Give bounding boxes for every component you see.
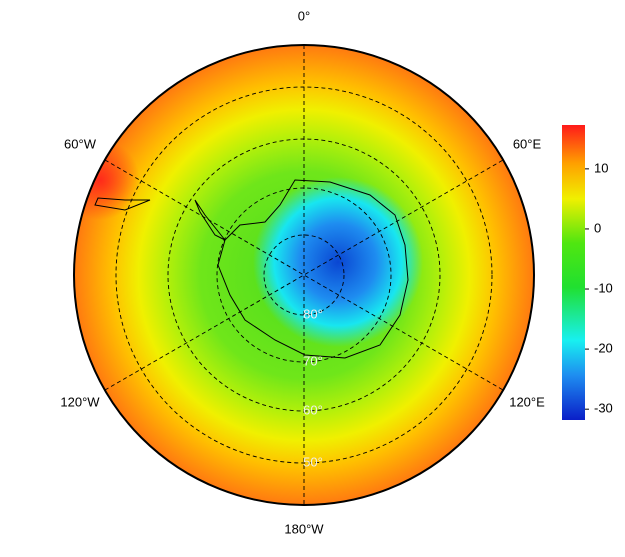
colorbar-tick-label: 10 <box>594 160 608 175</box>
temperature-field <box>74 45 534 505</box>
colorbar-tick-label: -10 <box>594 280 613 295</box>
colorbar-tick-label: -20 <box>594 341 613 356</box>
colorbar <box>562 125 585 420</box>
longitude-label: 60°E <box>513 136 542 151</box>
coastline <box>94 179 409 359</box>
graticule <box>104 45 504 505</box>
longitude-label: 120°W <box>60 394 100 409</box>
longitude-label: 0° <box>298 8 310 23</box>
colorbar-tick-label: -30 <box>594 401 613 416</box>
longitude-label: 120°E <box>509 394 545 409</box>
latitude-label: 50° <box>303 454 323 469</box>
longitude-label: 60°W <box>64 136 97 151</box>
latitude-label: 80° <box>303 306 323 321</box>
latitude-label: 60° <box>303 402 323 417</box>
latitude-label: 70° <box>303 353 323 368</box>
longitude-label: 180°W <box>284 521 324 536</box>
colorbar-tick-label: 0 <box>594 220 601 235</box>
map-border <box>73 44 535 506</box>
